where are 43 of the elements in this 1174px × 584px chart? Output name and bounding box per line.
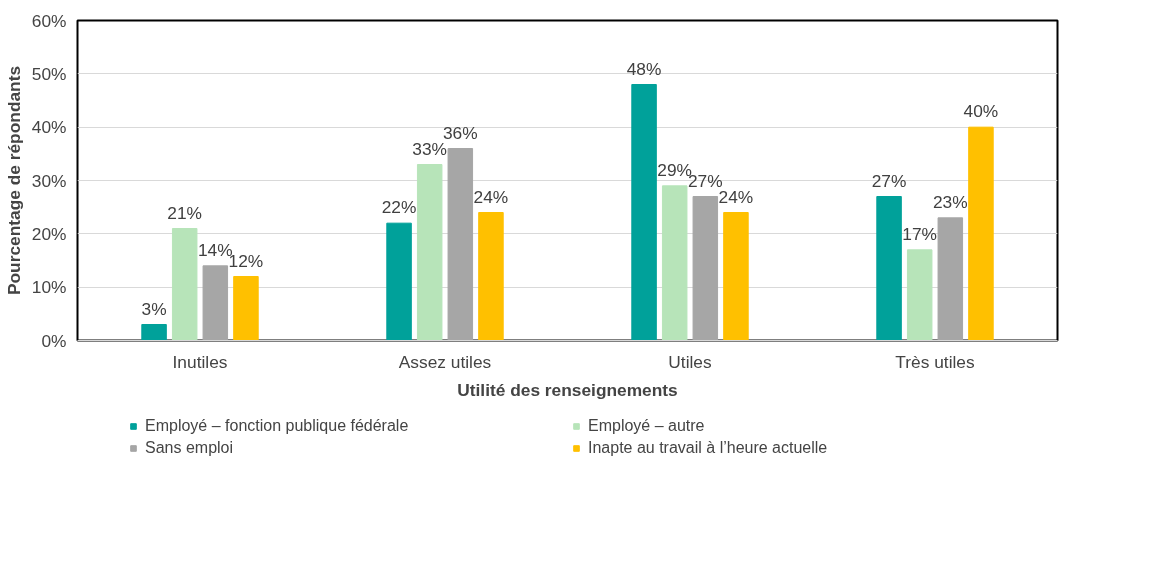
legend-label: Employé – fonction publique fédérale [145, 417, 410, 435]
x-tick-label: Inutiles [172, 351, 228, 372]
data-label: 22% [381, 197, 417, 218]
bar [386, 222, 412, 341]
bar [141, 324, 167, 341]
y-tick-label: 10% [31, 277, 67, 298]
bar [447, 148, 474, 341]
data-label: 21% [167, 202, 203, 223]
bar [968, 126, 994, 341]
data-label: 24% [473, 186, 509, 207]
legend-label: Inapte au travail à l’heure actuelle [588, 439, 829, 457]
bar [906, 249, 933, 341]
y-tick-label: 30% [31, 170, 67, 191]
y-tick-label: 20% [31, 223, 67, 244]
y-tick-label: 40% [31, 117, 67, 138]
x-tick-label: Utiles [668, 351, 712, 372]
data-label: 27% [871, 170, 907, 191]
data-label: 24% [718, 186, 754, 207]
bar [692, 196, 719, 341]
x-axis-title: Utilité des renseignements [457, 379, 678, 400]
bar [876, 196, 902, 341]
data-label: 17% [902, 223, 938, 244]
legend-label: Sans emploi [145, 439, 235, 457]
legend-label: Employé – autre [588, 417, 706, 435]
data-label: 23% [932, 191, 968, 212]
y-tick-label: 60% [31, 10, 67, 31]
bar [171, 228, 198, 341]
bar [202, 265, 229, 341]
bar [233, 276, 259, 341]
data-label: 3% [141, 298, 167, 319]
bar [631, 84, 657, 341]
x-tick-label: Très utiles [895, 351, 975, 372]
data-label: 40% [963, 101, 999, 122]
y-tick-label: 0% [41, 330, 67, 351]
data-label: 48% [626, 58, 662, 79]
y-tick-label: 50% [31, 63, 67, 84]
bar [937, 217, 964, 341]
bar [661, 185, 688, 341]
bar [723, 212, 749, 341]
bar [416, 164, 443, 341]
x-tick-label: Assez utiles [398, 351, 492, 372]
bar [478, 212, 504, 341]
y-axis-title: Pourcentage de répondants [3, 65, 24, 296]
